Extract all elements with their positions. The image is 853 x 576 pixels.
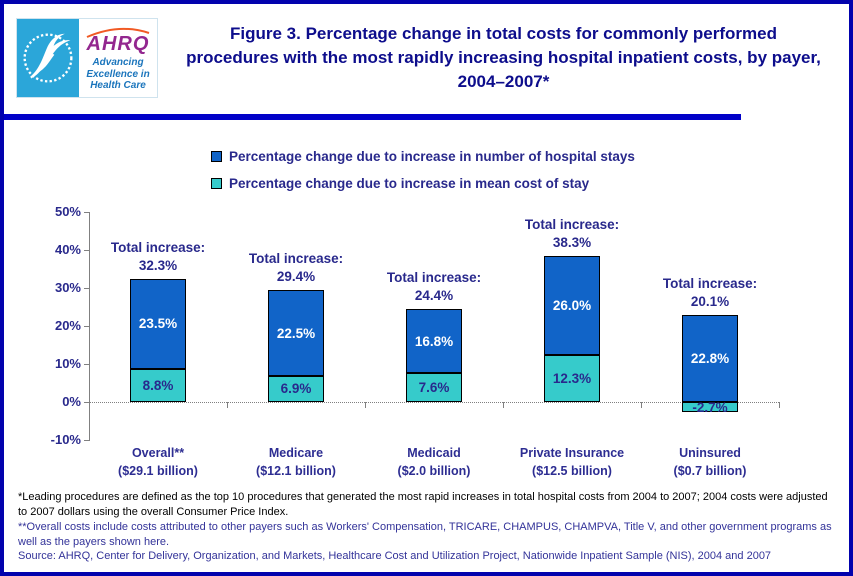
x-axis-category-labels: Overall** ($29.1 billion) Medicare ($12.1 b… <box>89 445 779 483</box>
total-increase-annotation: Total increase: 20.1% <box>630 275 790 310</box>
total-increase-prefix: Total increase: <box>386 270 482 286</box>
bar-segment-hospital-stays: 22.5% <box>268 290 324 376</box>
bar-value-label: 22.8% <box>690 351 730 367</box>
y-axis-tick-label: 40% <box>54 242 81 257</box>
total-increase-value: 24.4% <box>414 287 454 303</box>
plot-area: 50% 40% 30% 20% 10% 0% -10% 8.8% 23.5% Total incr… <box>51 204 780 447</box>
total-increase-annotation: Total increase: 24.4% <box>354 269 514 304</box>
category-label: Private Insurance ($12.5 billion) <box>497 445 647 480</box>
x-axis-tick <box>365 402 366 408</box>
bar-segment-hospital-stays: 26.0% <box>544 256 600 356</box>
y-axis-tick-label: -10% <box>50 432 81 447</box>
hhs-ahrq-logo: AHRQ Advancing Excellence in Health Care <box>16 18 158 98</box>
ahrq-logo: AHRQ Advancing Excellence in Health Care <box>79 19 157 97</box>
ahrq-wordmark: AHRQ <box>86 33 150 56</box>
category-label: Overall** ($29.1 billion) <box>83 445 233 480</box>
legend-label: Percentage change due to increase in mea… <box>229 176 590 191</box>
y-axis-tick <box>84 250 89 251</box>
y-axis-tick <box>84 288 89 289</box>
bar-segment-mean-cost: 12.3% <box>544 355 600 402</box>
x-axis-tick <box>779 402 780 408</box>
legend-label: Percentage change due to increase in num… <box>229 149 635 164</box>
y-axis-line <box>89 212 90 441</box>
category-amount: ($0.7 billion) <box>673 463 747 478</box>
footnote-overall-costs: **Overall costs include costs attributed… <box>18 521 832 548</box>
footnote-source: Source: AHRQ, Center for Delivery, Organ… <box>18 550 772 562</box>
y-axis-tick <box>84 440 89 441</box>
legend-item-hospital-stays: Percentage change due to increase in num… <box>211 149 635 164</box>
category-name: Uninsured <box>679 446 741 460</box>
total-increase-prefix: Total increase: <box>110 240 206 256</box>
bar-value-label: 22.5% <box>276 325 316 341</box>
y-axis-tick-label: 20% <box>54 318 81 333</box>
legend-swatch-teal <box>211 178 222 189</box>
y-axis-tick-label: 10% <box>54 356 81 371</box>
total-increase-prefix: Total increase: <box>662 276 758 292</box>
x-axis-tick <box>503 402 504 408</box>
bar-segment-mean-cost: -2.7% <box>682 399 738 415</box>
category-amount: ($2.0 billion) <box>397 463 471 478</box>
x-axis-tick <box>227 402 228 408</box>
y-axis-tick-label: 0% <box>62 394 81 409</box>
y-axis-tick <box>84 402 89 403</box>
y-axis-tick-label: 30% <box>54 280 81 295</box>
y-axis-tick <box>84 212 89 213</box>
total-increase-value: 20.1% <box>690 293 730 309</box>
bar-segment-mean-cost: 7.6% <box>406 373 462 402</box>
category-label: Uninsured ($0.7 billion) <box>635 445 785 480</box>
bar-segment-hospital-stays: 22.8% <box>682 315 738 402</box>
y-axis-tick-label: 50% <box>54 204 81 219</box>
total-increase-prefix: Total increase: <box>248 251 344 267</box>
header-divider <box>4 114 741 120</box>
bar-value-label: -2.7% <box>692 399 728 415</box>
total-increase-annotation: Total increase: 38.3% <box>492 216 652 251</box>
bar-segment-hospital-stays: 23.5% <box>130 279 186 369</box>
bar-value-label: 8.8% <box>142 377 174 393</box>
category-amount: ($29.1 billion) <box>118 463 198 478</box>
bar-segment-hospital-stays: 16.8% <box>406 309 462 374</box>
y-axis-tick <box>84 326 89 327</box>
category-label: Medicare ($12.1 billion) <box>221 445 371 480</box>
category-name: Medicare <box>268 446 324 460</box>
bar-value-label: 12.3% <box>552 371 592 387</box>
footnote-leading-procedures: *Leading procedures are defined as the t… <box>18 491 828 518</box>
bar-segment-mean-cost: 6.9% <box>268 375 324 402</box>
ahrq-tagline: Advancing Excellence in Health Care <box>86 57 150 92</box>
header: AHRQ Advancing Excellence in Health Care… <box>4 4 849 112</box>
hhs-seal <box>17 19 79 97</box>
legend-item-mean-cost: Percentage change due to increase in mea… <box>211 176 635 191</box>
bar-segment-mean-cost: 8.8% <box>130 368 186 402</box>
category-name: Overall** <box>131 446 185 460</box>
total-increase-prefix: Total increase: <box>524 217 620 233</box>
total-increase-annotation: Total increase: 29.4% <box>216 250 376 285</box>
category-amount: ($12.1 billion) <box>256 463 336 478</box>
legend: Percentage change due to increase in num… <box>211 149 635 203</box>
category-amount: ($12.5 billion) <box>532 463 612 478</box>
zero-gridline <box>89 402 779 403</box>
total-increase-annotation: Total increase: 32.3% <box>78 239 238 274</box>
bar-value-label: 23.5% <box>138 316 178 332</box>
ahrq-arc-icon <box>86 28 150 39</box>
bar-value-label: 16.8% <box>414 333 454 349</box>
bar-value-label: 7.6% <box>418 380 450 396</box>
y-axis-tick <box>84 364 89 365</box>
x-axis-tick <box>641 402 642 408</box>
bar-value-label: 26.0% <box>552 298 592 314</box>
bar-value-label: 6.9% <box>280 381 312 397</box>
category-name: Private Insurance <box>519 446 625 460</box>
category-name: Medicaid <box>407 446 461 460</box>
category-label: Medicaid ($2.0 billion) <box>359 445 509 480</box>
hhs-eagle-icon <box>23 33 73 83</box>
total-increase-value: 32.3% <box>138 257 178 273</box>
legend-swatch-blue <box>211 151 222 162</box>
figure-title: Figure 3. Percentage change in total cos… <box>186 24 821 91</box>
total-increase-value: 29.4% <box>276 268 316 284</box>
total-increase-value: 38.3% <box>552 234 592 250</box>
